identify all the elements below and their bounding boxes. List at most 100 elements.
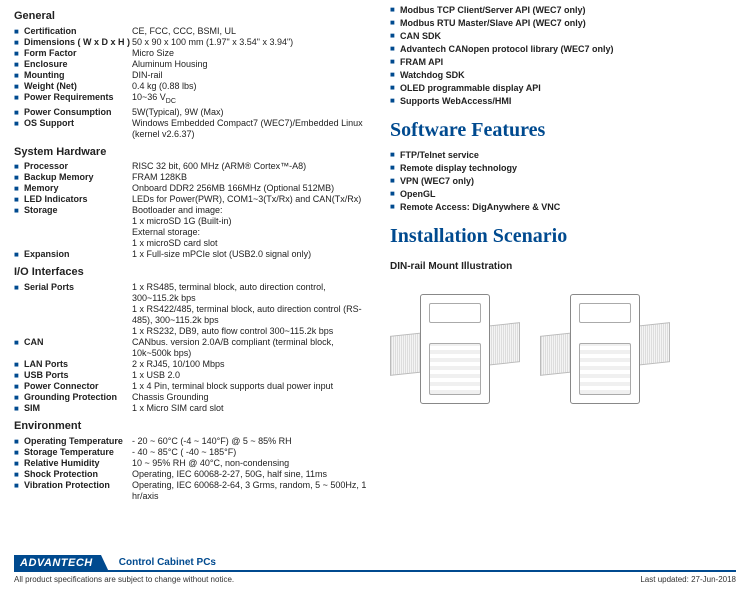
bullet-icon: ■ — [14, 48, 24, 59]
spec-value: 1 x 4 Pin, terminal block supports dual … — [132, 381, 374, 392]
list-item: ■CAN SDK — [390, 30, 736, 43]
spec-label: Dimensions ( W x D x H ) — [24, 37, 132, 48]
spec-label: Relative Humidity — [24, 458, 132, 469]
subhead-din-rail: DIN-rail Mount Illustration — [390, 261, 736, 274]
spec-label: Form Factor — [24, 48, 132, 59]
spec-row: ■Form FactorMicro Size — [14, 48, 374, 59]
spec-label: Mounting — [24, 70, 132, 81]
spec-value: 50 x 90 x 100 mm (1.97" x 3.54" x 3.94") — [132, 37, 374, 48]
spec-row: ■Storage Temperature- 40 ~ 85°C ( -40 ~ … — [14, 447, 374, 458]
bullet-icon: ■ — [14, 59, 24, 70]
api-list: ■Modbus TCP Client/Server API (WEC7 only… — [390, 4, 736, 108]
list-item: ■Remote display technology — [390, 162, 736, 175]
spec-value: Bootloader and image:1 x microSD 1G (Bui… — [132, 205, 374, 249]
spec-label: Grounding Protection — [24, 392, 132, 403]
spec-value: 1 x Micro SIM card slot — [132, 403, 374, 414]
bullet-icon: ■ — [14, 161, 24, 172]
list-item-text: OLED programmable display API — [400, 82, 541, 95]
list-item: ■Supports WebAccess/HMI — [390, 95, 736, 108]
list-item: ■FRAM API — [390, 56, 736, 69]
spec-label: CAN — [24, 337, 132, 348]
spec-row: ■Relative Humidity10 ~ 95% RH @ 40°C, no… — [14, 458, 374, 469]
spec-value: FRAM 128KB — [132, 172, 374, 183]
illustration-area — [390, 284, 736, 414]
spec-value: Aluminum Housing — [132, 59, 374, 70]
bullet-icon: ■ — [14, 436, 24, 447]
bullet-icon: ■ — [14, 92, 24, 103]
spec-label: Shock Protection — [24, 469, 132, 480]
bullet-icon: ■ — [390, 95, 400, 106]
spec-row: ■USB Ports1 x USB 2.0 — [14, 370, 374, 381]
footer-note: All product specifications are subject t… — [14, 575, 234, 585]
spec-label: Operating Temperature — [24, 436, 132, 447]
bullet-icon: ■ — [390, 162, 400, 173]
spec-label: USB Ports — [24, 370, 132, 381]
spec-value: CANbus. version 2.0A/B compliant (termin… — [132, 337, 374, 359]
bullet-icon: ■ — [14, 458, 24, 469]
spec-value: Operating, IEC 60068-2-27, 50G, half sin… — [132, 469, 374, 480]
bullet-icon: ■ — [14, 403, 24, 414]
bullet-icon: ■ — [390, 56, 400, 67]
bullet-icon: ■ — [14, 172, 24, 183]
spec-row: ■Vibration ProtectionOperating, IEC 6006… — [14, 480, 374, 502]
spec-label: Processor — [24, 161, 132, 172]
spec-label: Weight (Net) — [24, 81, 132, 92]
spec-label: LED Indicators — [24, 194, 132, 205]
spec-label: Backup Memory — [24, 172, 132, 183]
spec-value: RISC 32 bit, 600 MHz (ARM® Cortex™-A8) — [132, 161, 374, 172]
spec-row: ■LED IndicatorsLEDs for Power(PWR), COM1… — [14, 194, 374, 205]
spec-value: 0.4 kg (0.88 lbs) — [132, 81, 374, 92]
list-item-text: FRAM API — [400, 56, 443, 69]
list-item: ■OpenGL — [390, 188, 736, 201]
spec-row: ■ProcessorRISC 32 bit, 600 MHz (ARM® Cor… — [14, 161, 374, 172]
spec-label: LAN Ports — [24, 359, 132, 370]
bullet-icon: ■ — [14, 107, 24, 118]
bullet-icon: ■ — [14, 392, 24, 403]
device-illustration-1 — [390, 284, 520, 414]
section-title-io: I/O Interfaces — [14, 266, 374, 280]
spec-row: ■Power Consumption5W(Typical), 9W (Max) — [14, 107, 374, 118]
spec-row: ■SIM1 x Micro SIM card slot — [14, 403, 374, 414]
spec-label: Storage Temperature — [24, 447, 132, 458]
footer-category: Control Cabinet PCs — [119, 557, 216, 571]
bullet-icon: ■ — [14, 205, 24, 216]
bullet-icon: ■ — [14, 118, 24, 129]
bullet-icon: ■ — [390, 175, 400, 186]
list-item: ■Modbus TCP Client/Server API (WEC7 only… — [390, 4, 736, 17]
spec-row: ■Weight (Net)0.4 kg (0.88 lbs) — [14, 81, 374, 92]
list-item: ■Modbus RTU Master/Slave API (WEC7 only) — [390, 17, 736, 30]
heading-software-features: Software Features — [390, 118, 736, 143]
section-title-general: General — [14, 10, 374, 24]
bullet-icon: ■ — [14, 26, 24, 37]
bullet-icon: ■ — [14, 480, 24, 491]
bullet-icon: ■ — [14, 447, 24, 458]
list-item: ■Advantech CANopen protocol library (WEC… — [390, 43, 736, 56]
spec-label: Enclosure — [24, 59, 132, 70]
spec-label: Power Consumption — [24, 107, 132, 118]
bullet-icon: ■ — [14, 70, 24, 81]
spec-row: ■StorageBootloader and image:1 x microSD… — [14, 205, 374, 249]
list-item-text: Remote Access: DigAnywhere & VNC — [400, 201, 560, 214]
general-list: ■CertificationCE, FCC, CCC, BSMI, UL■Dim… — [14, 26, 374, 140]
bullet-icon: ■ — [14, 37, 24, 48]
list-item-text: FTP/Telnet service — [400, 149, 479, 162]
spec-label: Storage — [24, 205, 132, 216]
list-item: ■Watchdog SDK — [390, 69, 736, 82]
spec-value: 5W(Typical), 9W (Max) — [132, 107, 374, 118]
spec-row: ■Backup MemoryFRAM 128KB — [14, 172, 374, 183]
bullet-icon: ■ — [14, 359, 24, 370]
footer-date: Last updated: 27-Jun-2018 — [640, 575, 736, 585]
spec-value: 2 x RJ45, 10/100 Mbps — [132, 359, 374, 370]
list-item-text: Remote display technology — [400, 162, 517, 175]
list-item-text: Modbus RTU Master/Slave API (WEC7 only) — [400, 17, 586, 30]
bullet-icon: ■ — [390, 149, 400, 160]
bullet-icon: ■ — [14, 337, 24, 348]
list-item-text: Watchdog SDK — [400, 69, 465, 82]
spec-value: Operating, IEC 60068-2-64, 3 Grms, rando… — [132, 480, 374, 502]
spec-value: Micro Size — [132, 48, 374, 59]
spec-value: CE, FCC, CCC, BSMI, UL — [132, 26, 374, 37]
spec-label: Power Connector — [24, 381, 132, 392]
spec-label: OS Support — [24, 118, 132, 129]
bullet-icon: ■ — [390, 17, 400, 28]
hw-list: ■ProcessorRISC 32 bit, 600 MHz (ARM® Cor… — [14, 161, 374, 260]
